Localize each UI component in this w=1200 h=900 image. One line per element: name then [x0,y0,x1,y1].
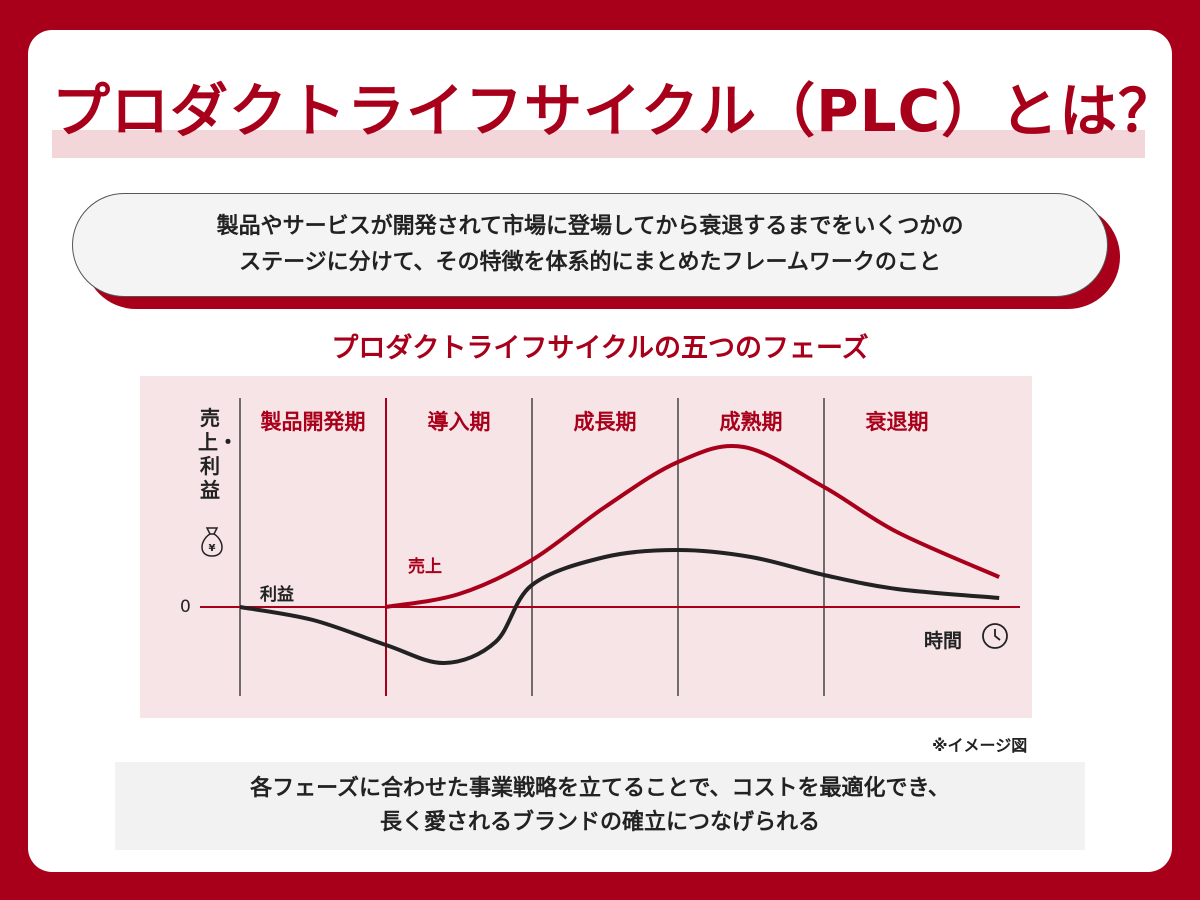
zero-label: 0 [180,597,191,617]
profit-curve [239,547,1000,666]
image-note: ※イメージ図 [932,736,1028,755]
phase-label: 製品開発期 [260,410,366,434]
plc-diagram: ¥ 売上・利益 製品開発期 導入期 成長期 成熟期 衰退期 0 利益 売上 時間 [140,376,1032,718]
definition-line: ステージに分けて、その特徴を体系的にまとめたフレームワークのこと [239,250,941,275]
title-highlight [52,130,1145,158]
plc-chart-svg: ¥ [200,398,1020,696]
phase-label: 衰退期 [865,410,929,434]
conclusion-box: 各フェーズに合わせた事業戦略を立てることで、コストを最適化でき、 長く愛されるブ… [115,762,1085,850]
profit-label: 利益 [260,585,294,605]
conclusion-line: 長く愛されるブランドの確立につなげられる [379,810,820,835]
section-subtitle: プロダクトライフサイクルの五つのフェーズ [331,333,869,364]
x-axis-label: 時間 [924,630,963,652]
y-axis-label: 売上・利益 [198,406,238,502]
definition-line: 製品やサービスが開発されて市場に登場してから衰退するまでをいくつかの [216,214,964,239]
phase-label: 成長期 [573,410,637,434]
phase-label: 導入期 [427,410,491,434]
sales-label: 売上 [408,557,442,577]
phase-label: 成熟期 [719,410,783,434]
page-title: プロダクトライフサイクル（PLC）とは？ [52,77,1178,145]
svg-text:¥: ¥ [209,543,216,554]
sales-curve [385,444,1001,609]
definition-box: 製品やサービスが開発されて市場に登場してから衰退するまでをいくつかの ステージに… [72,193,1108,297]
money-bag-yen-icon: ¥ [201,527,223,557]
conclusion-line: 各フェーズに合わせた事業戦略を立てることで、コストを最適化でき、 [250,776,950,801]
clock-icon [982,623,1008,649]
